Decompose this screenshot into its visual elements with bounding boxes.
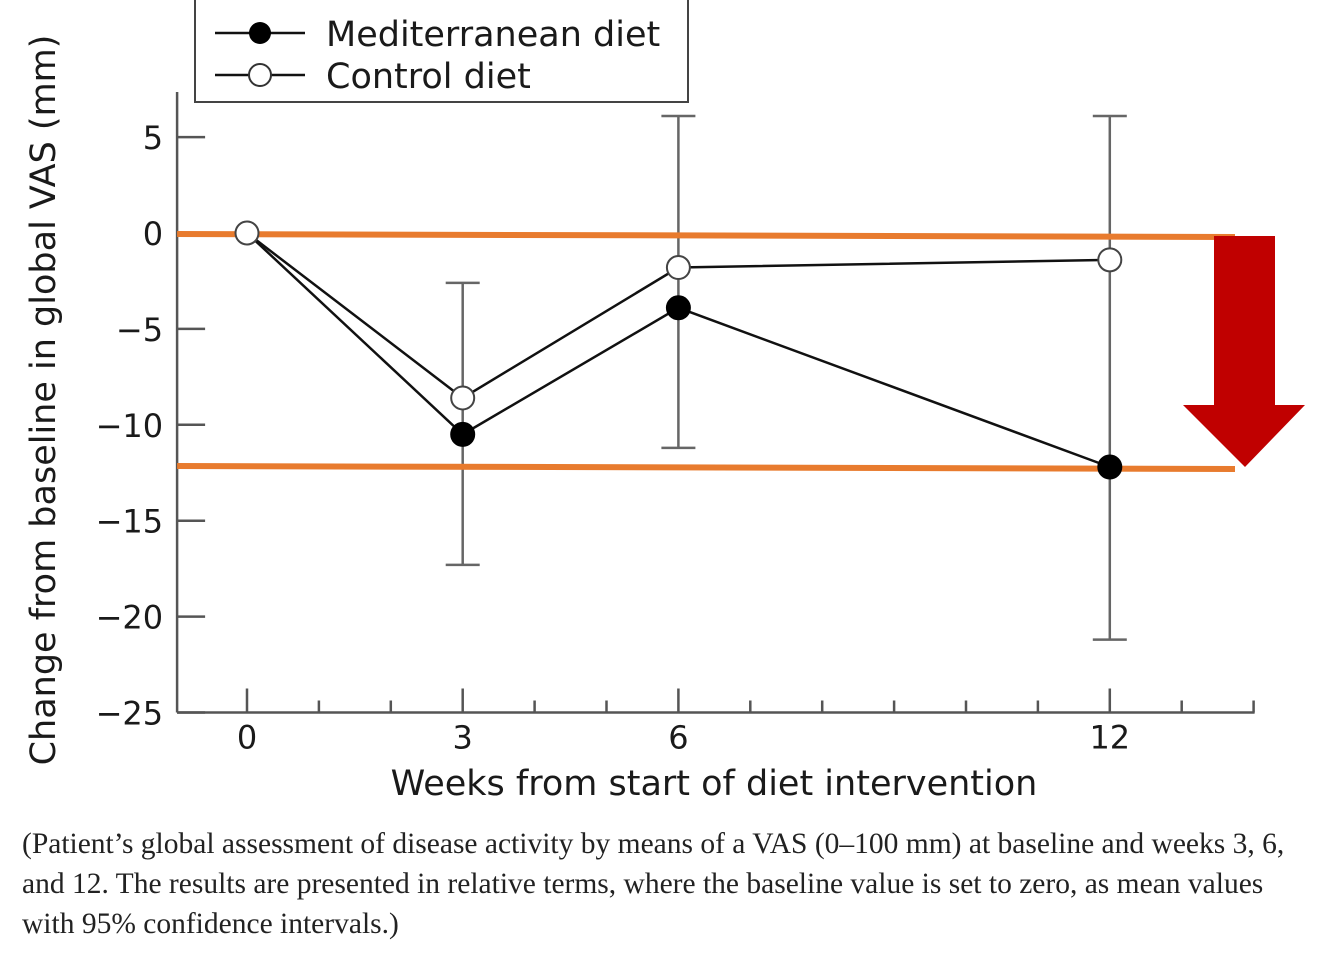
- chart: 5 0 −5 −10 −15 −20 −25 0 3 6 12 Mediterranean diet…: [24, 0, 1305, 804]
- legend-marker-control: [248, 63, 272, 87]
- reference-lines: [177, 231, 1236, 472]
- figure-caption: (Patient’s global assessment of disease …: [22, 828, 1285, 940]
- y-tick-label: 0: [143, 215, 163, 253]
- series-line-control: [246, 232, 1110, 400]
- legend-label-mediterranean: Mediterranean diet: [326, 15, 660, 55]
- legend-box: [194, 0, 689, 103]
- y-tick-label: −10: [96, 407, 164, 445]
- data-point-control: [1097, 247, 1123, 273]
- x-tick-label: 6: [668, 719, 688, 757]
- data-point-mediterranean: [665, 295, 691, 321]
- markers: [234, 220, 1123, 480]
- x-axis-label: Weeks from start of diet intervention: [391, 764, 1038, 804]
- data-point-control: [665, 255, 691, 281]
- series-lines: [246, 232, 1111, 469]
- legend: Mediterranean diet Control diet: [194, 0, 689, 103]
- y-tick-label: −25: [96, 695, 164, 733]
- y-tick-label: 5: [143, 119, 163, 157]
- y-tick-label: −5: [116, 311, 163, 349]
- reference-line-week12: [177, 462, 1236, 472]
- error-bars: [445, 114, 1127, 641]
- x-tick-label: 0: [237, 719, 257, 757]
- down-arrow-icon: [1183, 236, 1305, 467]
- legend-label-control: Control diet: [326, 57, 531, 97]
- x-tick-label: 12: [1089, 719, 1130, 757]
- x-tick-label: 3: [453, 719, 473, 757]
- y-tick-label: −20: [96, 599, 164, 637]
- arrow-annotation: [1183, 236, 1305, 467]
- data-point-control: [450, 385, 476, 411]
- y-axis-label: Change from baseline in global VAS (mm): [24, 35, 64, 766]
- data-point-control: [234, 220, 260, 246]
- data-point-mediterranean: [450, 421, 476, 447]
- reference-line-baseline: [177, 231, 1236, 240]
- series-line-mediterranean: [246, 232, 1111, 469]
- data-point-mediterranean: [1097, 454, 1123, 480]
- legend-marker-mediterranean: [249, 22, 271, 44]
- axes: 5 0 −5 −10 −15 −20 −25 0 3 6 12: [96, 92, 1255, 757]
- y-tick-label: −15: [96, 503, 164, 541]
